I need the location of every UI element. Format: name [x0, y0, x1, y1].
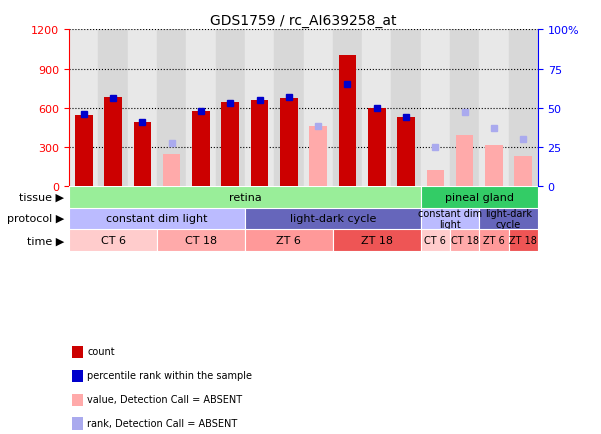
Text: CT 18: CT 18 — [451, 236, 478, 246]
Text: retina: retina — [228, 192, 261, 202]
Bar — [75, 116, 93, 186]
Text: CT 6: CT 6 — [424, 236, 447, 246]
Text: CT 6: CT 6 — [100, 236, 126, 246]
Text: ZT 6: ZT 6 — [276, 236, 301, 246]
Bar — [133, 122, 151, 186]
Bar — [480, 208, 538, 230]
Title: GDS1759 / rc_AI639258_at: GDS1759 / rc_AI639258_at — [210, 14, 397, 28]
Bar — [157, 30, 186, 186]
Bar — [251, 101, 268, 186]
Text: light-dark
cycle: light-dark cycle — [485, 208, 532, 230]
Bar — [485, 146, 502, 186]
Bar — [480, 230, 508, 252]
Bar — [421, 30, 450, 186]
Bar — [391, 30, 421, 186]
Text: protocol ▶: protocol ▶ — [7, 214, 64, 224]
Bar — [221, 103, 239, 186]
Bar — [186, 30, 216, 186]
Bar — [69, 186, 421, 208]
Bar — [333, 230, 421, 252]
Bar — [514, 156, 532, 186]
Bar — [421, 230, 450, 252]
Bar — [192, 112, 210, 186]
Bar — [427, 171, 444, 186]
Bar — [163, 155, 180, 186]
Text: constant dim
light: constant dim light — [418, 208, 482, 230]
Bar — [274, 30, 304, 186]
Bar — [69, 208, 245, 230]
Bar — [450, 230, 480, 252]
Text: pineal gland: pineal gland — [445, 192, 514, 202]
Bar — [69, 230, 157, 252]
Bar — [69, 30, 99, 186]
Bar — [450, 30, 480, 186]
Text: ZT 18: ZT 18 — [509, 236, 537, 246]
Text: light-dark cycle: light-dark cycle — [290, 214, 376, 224]
Bar — [245, 30, 274, 186]
Bar — [99, 30, 127, 186]
Text: constant dim light: constant dim light — [106, 214, 208, 224]
Text: time ▶: time ▶ — [27, 236, 64, 246]
Bar — [128, 30, 157, 186]
Bar — [157, 230, 245, 252]
Bar — [245, 208, 421, 230]
Bar — [397, 118, 415, 186]
Bar — [368, 108, 385, 186]
Text: tissue ▶: tissue ▶ — [19, 192, 64, 202]
Bar — [339, 56, 356, 186]
Bar — [105, 98, 122, 186]
Bar — [480, 30, 508, 186]
Bar — [280, 99, 297, 186]
Bar — [310, 126, 327, 186]
Text: count: count — [87, 347, 115, 356]
Bar — [421, 186, 538, 208]
Text: ZT 6: ZT 6 — [483, 236, 505, 246]
Text: rank, Detection Call = ABSENT: rank, Detection Call = ABSENT — [87, 418, 237, 428]
Bar — [508, 30, 538, 186]
Bar — [333, 30, 362, 186]
Text: CT 18: CT 18 — [185, 236, 217, 246]
Bar — [304, 30, 333, 186]
Bar — [362, 30, 391, 186]
Text: value, Detection Call = ABSENT: value, Detection Call = ABSENT — [87, 395, 242, 404]
Bar — [508, 230, 538, 252]
Bar — [456, 135, 474, 186]
Bar — [216, 30, 245, 186]
Text: ZT 18: ZT 18 — [361, 236, 392, 246]
Bar — [245, 230, 333, 252]
Bar — [421, 208, 479, 230]
Text: percentile rank within the sample: percentile rank within the sample — [87, 371, 252, 380]
